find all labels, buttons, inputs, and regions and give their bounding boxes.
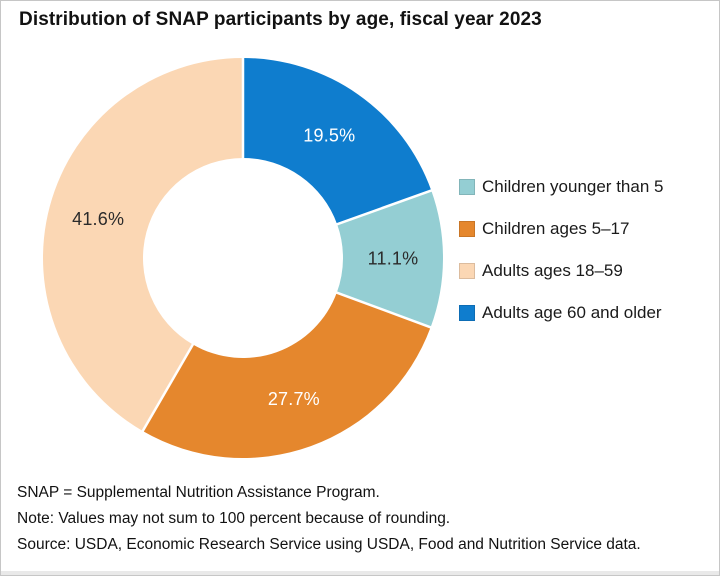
footnote-note: Note: Values may not sum to 100 percent … [17, 510, 451, 527]
legend-swatch [459, 305, 475, 321]
legend-item: Children younger than 5 [459, 177, 664, 196]
legend-label: Children ages 5–17 [482, 219, 630, 238]
donut-slice-3 [42, 58, 243, 432]
chart-footnotes: SNAP = Supplemental Nutrition Assistance… [17, 480, 641, 558]
legend-item: Adults age 60 and older [459, 303, 663, 322]
slice-separator [141, 343, 195, 433]
legend-label: Adults ages 18–59 [482, 261, 623, 280]
legend-item: Children ages 5–17 [459, 219, 663, 238]
slice-label-1: 11.1% [368, 249, 419, 269]
footnote-definition: SNAP = Supplemental Nutrition Assistance… [17, 484, 380, 501]
slice-label-3: 41.6% [72, 209, 124, 229]
donut-slice-1 [336, 190, 443, 328]
donut-chart: 19.5% 11.1% 27.7% 41.6% [42, 57, 443, 458]
chart-title: Distribution of SNAP participants by age… [19, 9, 542, 30]
slice-separator [335, 188, 433, 226]
donut-slice-0 [243, 58, 432, 225]
legend-label: Adults age 60 and older [482, 303, 662, 322]
legend-item: Adults ages 18–59 [459, 261, 663, 280]
donut-slice-2 [142, 292, 431, 458]
slice-separator [335, 291, 432, 329]
slice-label-2: 27.7% [268, 389, 320, 409]
slice-label-0: 19.5% [303, 125, 355, 145]
chart-legend: Children younger than 5 Children ages 5–… [459, 177, 664, 347]
legend-swatch [459, 221, 475, 237]
footnote-source: Source: USDA, Economic Research Service … [17, 536, 641, 553]
legend-label: Children younger than 5 [482, 177, 664, 196]
legend-swatch [459, 179, 475, 195]
legend-swatch [459, 263, 475, 279]
